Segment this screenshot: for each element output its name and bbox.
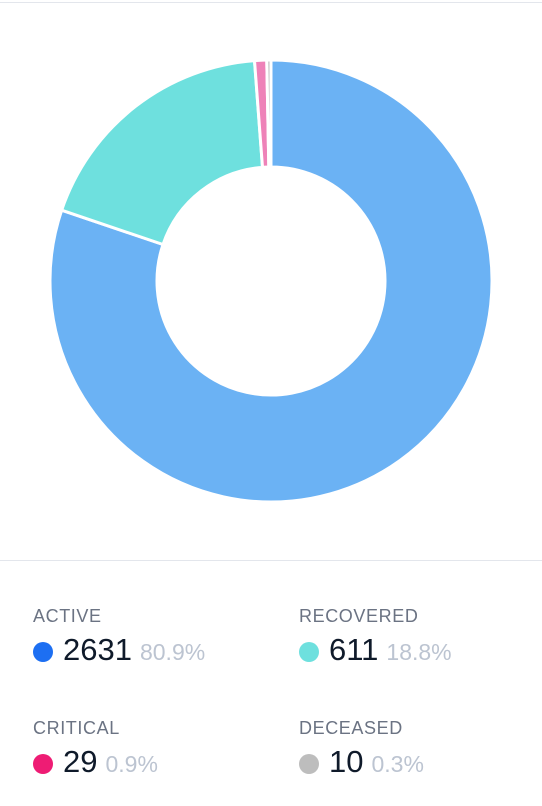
legend-percent-recovered: 18.8% [386,639,452,665]
legend-label-critical: CRITICAL [33,718,120,738]
legend-value-critical: 29 [63,744,98,779]
slice-recovered [60,59,264,246]
legend-percent-critical: 0.9% [105,751,158,777]
legend-value-deceased: 10 [329,744,364,779]
donut-chart [48,58,494,504]
legend-value-recovered: 611 [329,632,379,667]
legend-label-recovered: RECOVERED [299,606,419,626]
legend-item-recovered: RECOVERED 611 18.8% [299,606,539,686]
legend-value-active: 2631 [63,632,132,667]
dot-icon-deceased [299,754,319,774]
legend-percent-active: 80.9% [139,639,206,665]
legend-percent-deceased: 0.3% [371,751,424,777]
legend-item-critical: CRITICAL 29 0.9% [33,718,273,798]
dot-icon-active [33,642,53,662]
legend-item-deceased: DECEASED 10 0.3% [299,718,539,798]
legend-label-deceased: DECEASED [299,718,403,738]
legend: ACTIVE 2631 80.9% RECOVERED 611 18.8% CR… [0,561,542,806]
dot-icon-critical [33,754,53,774]
slice-deceased [265,58,273,169]
chart-legend-divider [0,560,542,561]
donut-chart-svg [48,58,494,504]
slice-active [48,58,494,504]
top-divider [0,2,542,3]
dot-icon-recovered [299,642,319,662]
legend-item-active: ACTIVE 2631 80.9% [33,606,273,686]
legend-label-active: ACTIVE [33,606,102,626]
